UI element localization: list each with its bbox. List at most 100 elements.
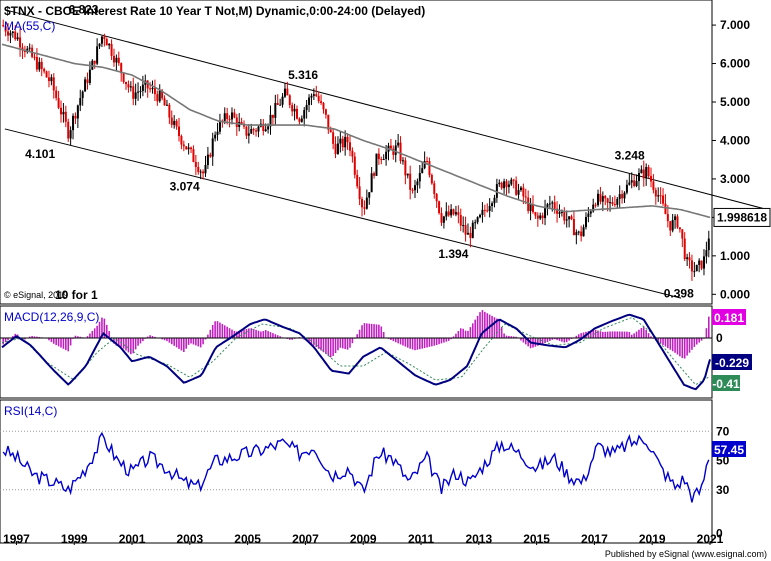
macd-hist-bar [375, 324, 378, 338]
candle-body [72, 115, 75, 131]
candle-body [510, 179, 513, 185]
macd-hist-bar [707, 316, 710, 338]
candle-body [339, 138, 342, 144]
macd-hist-bar [647, 333, 650, 338]
candle-body [341, 138, 344, 148]
candle-body [459, 214, 462, 226]
macd-hist-bar [96, 325, 98, 338]
macd-hist-bar [667, 337, 669, 349]
macd-hist-bar [337, 337, 339, 351]
macd-hist-bar [597, 330, 599, 338]
macd-hist-bar [264, 330, 267, 338]
macd-hist-bar [440, 337, 443, 344]
macd-hist-bar [36, 336, 38, 338]
macd-hist-bar [108, 331, 110, 338]
macd-hist-bar [659, 337, 662, 344]
macd-hist-bar [101, 317, 103, 338]
candle-body [551, 202, 554, 204]
macd-hist-bar [686, 337, 688, 356]
macd-hist-bar [452, 336, 455, 338]
candle-body [652, 181, 655, 191]
candle-body [700, 260, 703, 269]
macd-hist-bar [50, 337, 53, 343]
macd-hist-bar [115, 337, 118, 346]
candle-body [601, 196, 604, 202]
candle-body [334, 143, 337, 155]
candle-body [592, 204, 595, 212]
macd-hist-bar [512, 336, 515, 338]
candle-body [642, 169, 645, 179]
scale-note: 10 for 1 [55, 288, 98, 302]
candle-body [156, 94, 159, 102]
macd-hist-bar [570, 337, 573, 339]
macd-hist-bar [392, 337, 395, 342]
macd-hist-bar [125, 337, 127, 351]
candle-body [476, 217, 479, 223]
candle-body [187, 147, 190, 150]
candle-body [558, 212, 561, 214]
macd-hist-bar [524, 337, 527, 345]
price-tick-label: 5.000 [720, 95, 750, 109]
candle-body [199, 171, 202, 173]
macd-hist-bar [539, 337, 542, 345]
candle-body [664, 203, 667, 215]
candle-body [247, 133, 250, 136]
macd-hist-bar [443, 337, 445, 343]
candle-body [447, 211, 450, 216]
macd-hist-bar [621, 331, 623, 338]
candle-body [223, 113, 226, 121]
macd-hist-bar [332, 337, 334, 356]
candle-body [267, 126, 270, 130]
macd-hist-bar [195, 337, 197, 346]
candle-body [462, 225, 465, 227]
candle-body [435, 193, 438, 202]
macd-hist-bar [57, 337, 60, 347]
candle-body [55, 90, 58, 99]
candle-body [281, 96, 284, 105]
candle-body [370, 173, 373, 193]
candle-body [240, 121, 243, 124]
macd-hist-bar [561, 337, 563, 342]
candle-body [336, 143, 339, 155]
macd-hist-bar [474, 319, 477, 338]
macd-hist-bar [122, 337, 125, 349]
candle-body [170, 117, 173, 125]
candle-body [288, 95, 291, 106]
candle-body [269, 114, 272, 127]
candle-body [84, 79, 87, 92]
candle-body [320, 101, 323, 103]
candle-body [572, 219, 575, 236]
candle-body [584, 216, 587, 228]
candle-body [76, 105, 79, 119]
macd-hist-bar [404, 337, 407, 347]
macd-hist-bar [390, 337, 392, 341]
candle-body [190, 147, 193, 150]
candle-body [635, 181, 638, 186]
candle-body [7, 31, 10, 36]
macd-hist-bar [252, 329, 255, 338]
macd-hist-bar [674, 337, 676, 353]
candle-body [317, 96, 320, 102]
macd-hist-bar [89, 333, 91, 338]
macd-hist-bar [325, 337, 327, 354]
macd-hist-bar [202, 337, 204, 345]
macd-hist-bar [137, 337, 139, 346]
candle-body [206, 154, 209, 166]
candle-body [214, 134, 217, 139]
candle-body [669, 221, 672, 231]
candle-body [47, 77, 50, 82]
macd-hist-bar [626, 331, 628, 338]
price-tick-label: 0.000 [720, 287, 750, 301]
candle-body [365, 197, 368, 209]
candle-body [406, 173, 409, 176]
candle-body [606, 198, 609, 203]
candle-body [19, 37, 22, 48]
macd-hist-bar [457, 330, 460, 338]
macd-hist-bar [238, 330, 241, 338]
price-tick-label: 1.000 [720, 249, 750, 263]
candle-body [483, 209, 486, 211]
macd-hist-bar [671, 337, 674, 352]
candle-body [707, 238, 710, 251]
macd-hist-bar [428, 337, 431, 347]
candle-body [81, 91, 84, 99]
